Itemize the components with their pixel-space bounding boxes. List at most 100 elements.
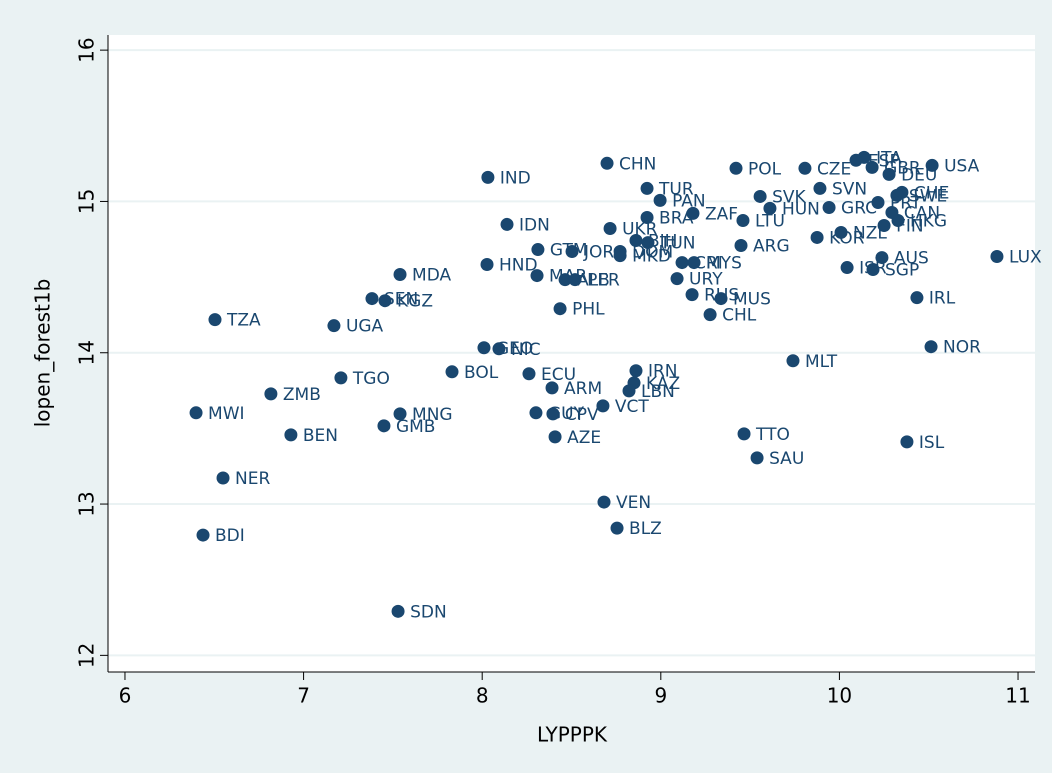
point (565, 245, 579, 259)
point (391, 604, 405, 618)
point (737, 427, 751, 441)
point-label: ZMB (283, 385, 321, 405)
point (480, 258, 494, 272)
point (377, 419, 391, 433)
point-label: BIH (648, 231, 677, 251)
point-label: TUN (659, 234, 696, 254)
point-label: PHL (572, 300, 605, 320)
y-tick-label: 14 (75, 340, 99, 365)
point (264, 387, 278, 401)
point (596, 399, 610, 413)
point (653, 193, 667, 207)
point-label: AZE (567, 428, 601, 448)
point (686, 206, 700, 220)
point (890, 188, 904, 202)
point (568, 273, 582, 287)
point (753, 189, 767, 203)
point-label: DOM (632, 243, 673, 263)
point-label: ALB (577, 271, 610, 291)
point-label: ECU (541, 365, 576, 385)
x-tick-label: 7 (297, 684, 310, 708)
point (910, 291, 924, 305)
point (365, 292, 379, 306)
point-label: MWI (208, 404, 245, 424)
point (798, 161, 812, 175)
x-axis-title: LYPPPK (537, 723, 608, 747)
point (603, 222, 617, 236)
point (196, 528, 210, 542)
point (477, 341, 491, 355)
point-label: CHN (619, 154, 656, 174)
point-label: USA (944, 156, 980, 176)
point-label: URY (689, 270, 723, 290)
point (840, 261, 854, 275)
point (675, 256, 689, 270)
point (600, 156, 614, 170)
x-tick-label: 6 (119, 684, 132, 708)
y-tick-label: 13 (75, 491, 99, 516)
point-label: CHE (914, 183, 949, 203)
point (597, 495, 611, 509)
point (786, 354, 800, 368)
point (810, 230, 824, 244)
point (714, 292, 728, 306)
point (284, 428, 298, 442)
point (545, 381, 559, 395)
point (629, 233, 643, 247)
point (327, 319, 341, 333)
point (640, 181, 654, 195)
point (189, 406, 203, 420)
point (882, 167, 896, 181)
point-label: IRL (929, 289, 956, 309)
point (629, 364, 643, 378)
point (813, 181, 827, 195)
point (763, 201, 777, 215)
point-label: IND (500, 168, 531, 188)
point-label: TZA (226, 311, 261, 331)
point (208, 313, 222, 327)
point-label: MDA (412, 266, 451, 286)
point (216, 471, 230, 485)
x-tick-label: 10 (827, 684, 852, 708)
point-label: ZAF (705, 204, 738, 224)
point (334, 371, 348, 385)
point (924, 340, 938, 354)
point (640, 210, 654, 224)
point (834, 225, 848, 239)
point-label: CZE (817, 159, 851, 179)
point-label: BRA (659, 208, 694, 228)
x-tick-label: 11 (1005, 684, 1030, 708)
point-label: SWE (909, 186, 947, 206)
point-label: BDI (215, 526, 245, 546)
point-label: TTO (755, 425, 790, 445)
point-label: MLT (805, 352, 838, 372)
point (531, 243, 545, 257)
point-label: BEN (303, 426, 338, 446)
point-label: KAZ (646, 374, 680, 394)
point-label: SDN (410, 602, 447, 622)
point-label: HKG (910, 212, 947, 232)
point (378, 294, 392, 308)
point (736, 214, 750, 228)
point (613, 245, 627, 259)
y-tick-label: 16 (75, 37, 99, 62)
point-label: IDN (519, 215, 550, 235)
point-label: ISL (919, 433, 945, 453)
point-label: NIC (511, 340, 541, 360)
point (548, 430, 562, 444)
point-label: UGA (346, 317, 384, 337)
point (553, 302, 567, 316)
y-axis-title: lopen_forest1b (31, 279, 55, 428)
point (877, 218, 891, 232)
point-label: CPV (565, 405, 599, 425)
point (393, 407, 407, 421)
point-label: BLZ (629, 519, 662, 539)
point (990, 250, 1004, 264)
x-tick-label: 8 (476, 684, 489, 708)
point-label: CRI (694, 254, 723, 274)
point-label: GRC (841, 198, 877, 218)
point (900, 435, 914, 449)
point (445, 365, 459, 379)
point (866, 263, 880, 277)
